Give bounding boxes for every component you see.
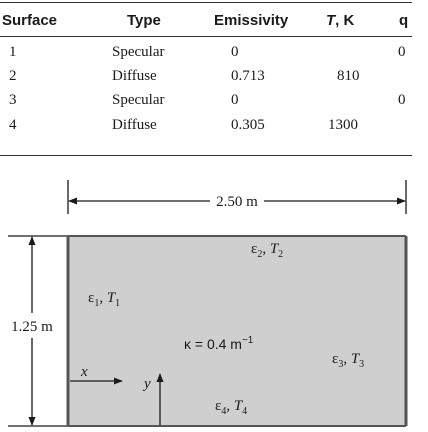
row-3-emissivity: 0	[231, 92, 239, 108]
header-type: Type	[127, 12, 161, 29]
header-temperature-unit: , K	[335, 12, 355, 29]
height-label: 1.25 m	[11, 319, 53, 335]
row-1-surface: 1	[9, 44, 17, 60]
row-1-heat-flux: 0	[398, 44, 406, 60]
header-temperature-symbol: T	[326, 12, 336, 29]
row-2-emissivity: 0.713	[231, 68, 265, 84]
table-bottom-rule	[0, 155, 412, 156]
table-header-rule	[0, 36, 412, 37]
row-2-type: Diffuse	[112, 68, 157, 84]
row-4-temperature: 1300	[328, 117, 358, 133]
row-2-temperature: 810	[337, 68, 360, 84]
row-4-surface: 4	[9, 117, 17, 133]
row-4-type: Diffuse	[112, 117, 157, 133]
header-surface: Surface	[2, 12, 58, 29]
surface-1-label: ε1, T1	[88, 290, 120, 309]
surface-3-label: ε3, T3	[332, 351, 364, 370]
row-4-emissivity: 0.305	[231, 117, 265, 133]
row-2-surface: 2	[9, 68, 17, 84]
header-temperature: T, K	[326, 12, 354, 29]
x-axis-label: x	[80, 364, 88, 380]
enclosure-diagram: 2.50 m 1.25 m ε2, T2 ε1, T1 ε3, T3 ε4, T…	[8, 180, 408, 427]
row-3-surface: 3	[9, 92, 17, 108]
header-emissivity: Emissivity	[214, 12, 289, 29]
width-label: 2.50 m	[216, 194, 258, 210]
row-3-heat-flux: 0	[398, 92, 406, 108]
absorption-coefficient-label: κ = 0.4 m−1	[184, 335, 254, 352]
header-heat-flux: q	[399, 12, 409, 29]
surface-2-label: ε2, T2	[251, 241, 283, 260]
participating-medium	[68, 236, 406, 426]
row-3-type: Specular	[112, 92, 165, 108]
row-1-emissivity: 0	[231, 44, 239, 60]
surface-4-label: ε4, T4	[215, 398, 247, 417]
y-axis-label: y	[142, 376, 151, 392]
row-1-type: Specular	[112, 44, 165, 60]
table-top-rule	[0, 2, 412, 3]
